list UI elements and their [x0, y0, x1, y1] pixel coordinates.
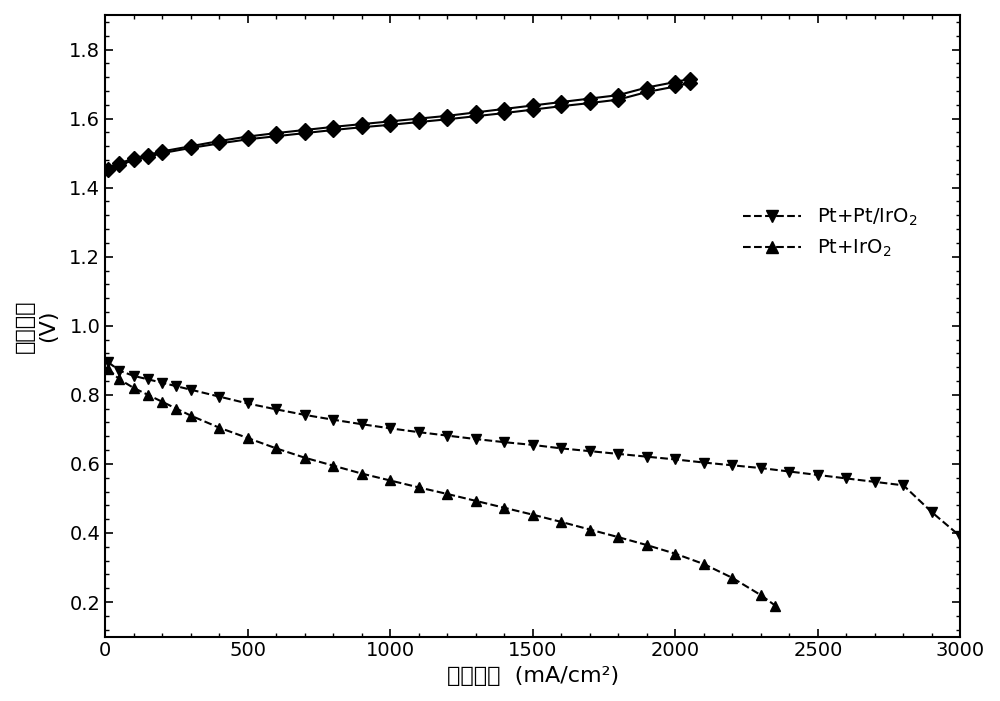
Pt+Pt/IrO$_2$ [555, 444, 567, 453]
Pt+Pt/IrO$_2$ [270, 405, 282, 414]
Pt+Pt/IrO$_2$ [840, 474, 852, 482]
Pt+IrO$_2$ [584, 525, 596, 533]
Pt+Pt/IrO$_2$ [384, 424, 396, 433]
Pt+Pt/IrO$_2$ [142, 375, 154, 383]
Pt+Pt/IrO$_2$ [612, 450, 624, 458]
Pt+Pt/IrO$_2$ [954, 532, 966, 540]
Pt+Pt/IrO$_2$ [441, 431, 453, 440]
Pt+IrO$_2$ [356, 470, 368, 478]
Pt+Pt/IrO$_2$ [726, 461, 738, 470]
Pt+IrO$_2$ [498, 503, 510, 512]
Pt+Pt/IrO$_2$ [128, 372, 140, 380]
Pt+Pt/IrO$_2$ [783, 468, 795, 476]
Pt+Pt/IrO$_2$ [356, 420, 368, 428]
Pt+IrO$_2$ [102, 365, 114, 373]
X-axis label: 电流密度  (mA/cm²): 电流密度 (mA/cm²) [447, 666, 619, 686]
Pt+Pt/IrO$_2$ [299, 411, 311, 419]
Pt+IrO$_2$ [156, 397, 168, 406]
Pt+Pt/IrO$_2$ [102, 358, 114, 366]
Pt+Pt/IrO$_2$ [812, 471, 824, 479]
Pt+IrO$_2$ [327, 461, 339, 470]
Pt+Pt/IrO$_2$ [185, 386, 197, 394]
Pt+Pt/IrO$_2$ [669, 455, 681, 463]
Pt+IrO$_2$ [242, 434, 254, 442]
Pt+IrO$_2$ [698, 560, 710, 569]
Pt+Pt/IrO$_2$ [869, 477, 881, 486]
Pt+Pt/IrO$_2$ [926, 508, 938, 517]
Pt+Pt/IrO$_2$ [527, 441, 539, 449]
Pt+IrO$_2$ [384, 476, 396, 484]
Pt+Pt/IrO$_2$ [755, 464, 767, 472]
Pt+Pt/IrO$_2$ [413, 428, 425, 436]
Pt+IrO$_2$ [413, 483, 425, 491]
Pt+IrO$_2$ [612, 533, 624, 541]
Pt+IrO$_2$ [669, 550, 681, 558]
Pt+Pt/IrO$_2$ [170, 382, 182, 390]
Legend: Pt+Pt/IrO$_2$, Pt+IrO$_2$: Pt+Pt/IrO$_2$, Pt+IrO$_2$ [735, 199, 925, 266]
Pt+IrO$_2$ [142, 390, 154, 399]
Pt+IrO$_2$ [641, 541, 653, 550]
Pt+Pt/IrO$_2$ [470, 435, 482, 443]
Pt+Pt/IrO$_2$ [213, 393, 225, 401]
Pt+Pt/IrO$_2$ [156, 379, 168, 387]
Pt+IrO$_2$ [213, 423, 225, 432]
Pt+IrO$_2$ [185, 411, 197, 420]
Pt+Pt/IrO$_2$ [242, 400, 254, 408]
Line: Pt+IrO$_2$: Pt+IrO$_2$ [103, 364, 780, 611]
Pt+Pt/IrO$_2$ [698, 458, 710, 467]
Pt+Pt/IrO$_2$ [327, 416, 339, 424]
Pt+Pt/IrO$_2$ [113, 367, 125, 375]
Pt+IrO$_2$ [470, 497, 482, 505]
Y-axis label: 电池电压
(V): 电池电压 (V) [15, 299, 58, 353]
Pt+IrO$_2$ [170, 404, 182, 413]
Pt+IrO$_2$ [769, 601, 781, 610]
Pt+IrO$_2$ [441, 490, 453, 498]
Pt+IrO$_2$ [726, 573, 738, 582]
Pt+IrO$_2$ [527, 510, 539, 519]
Pt+IrO$_2$ [755, 591, 767, 599]
Pt+IrO$_2$ [299, 454, 311, 462]
Pt+Pt/IrO$_2$ [498, 438, 510, 447]
Pt+IrO$_2$ [113, 375, 125, 383]
Pt+IrO$_2$ [555, 518, 567, 526]
Pt+IrO$_2$ [270, 444, 282, 453]
Line: Pt+Pt/IrO$_2$: Pt+Pt/IrO$_2$ [103, 358, 965, 541]
Pt+Pt/IrO$_2$ [641, 452, 653, 461]
Pt+Pt/IrO$_2$ [584, 447, 596, 456]
Pt+Pt/IrO$_2$ [897, 481, 909, 489]
Pt+IrO$_2$ [128, 383, 140, 392]
